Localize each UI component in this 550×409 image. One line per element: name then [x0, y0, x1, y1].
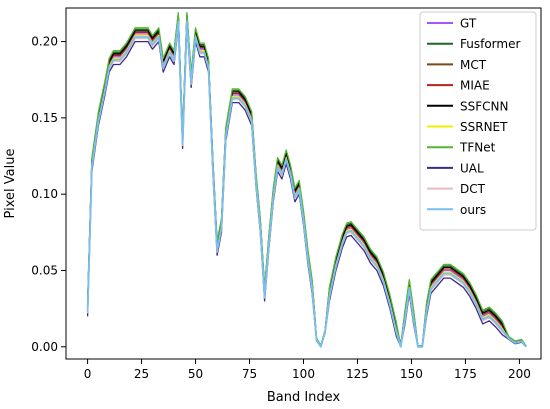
- legend-label-tfnet: TFNet: [459, 141, 496, 155]
- y-tick-label: 0.15: [31, 111, 58, 125]
- x-tick-label: 150: [400, 367, 423, 381]
- x-tick-label: 175: [454, 367, 477, 381]
- series-line-dct: [86, 22, 527, 348]
- y-axis-label: Pixel Value: [3, 149, 18, 219]
- x-tick-label: 0: [84, 367, 92, 381]
- series-line-tfnet: [86, 11, 527, 347]
- x-tick-label: 50: [188, 367, 203, 381]
- legend: GT Fusformer MCT MIAE SSFCNN SSRNET TFNet UAL DC…: [419, 11, 537, 231]
- y-tick-label: 0.00: [31, 340, 58, 354]
- x-tick-label: 125: [346, 367, 369, 381]
- legend-frame: [419, 11, 537, 231]
- x-axis: 0 25 50 75 100 125 150 175 200: [84, 359, 531, 381]
- x-tick-label: 25: [134, 367, 149, 381]
- series-line-ours: [86, 20, 527, 348]
- x-tick-label: 100: [292, 367, 315, 381]
- x-tick-label: 200: [508, 367, 531, 381]
- legend-label-ssfcnn: SSFCNN: [460, 99, 508, 113]
- x-tick-label: 75: [242, 367, 257, 381]
- y-tick-label: 0.20: [31, 35, 58, 49]
- legend-label-mct: MCT: [460, 58, 487, 72]
- legend-label-miae: MIAE: [460, 79, 490, 93]
- legend-label-dct: DCT: [460, 182, 486, 196]
- series-line-ual: [86, 25, 527, 348]
- x-axis-label: Band Index: [267, 390, 341, 405]
- legend-label-ual: UAL: [460, 161, 484, 175]
- y-axis: 0.00 0.05 0.10 0.15 0.20: [31, 35, 66, 354]
- legend-label-fusformer: Fusformer: [460, 37, 520, 51]
- legend-label-ssrnet: SSRNET: [460, 120, 508, 134]
- series-layer: [86, 11, 527, 348]
- legend-label-gt: GT: [460, 17, 477, 31]
- y-tick-label: 0.05: [31, 263, 58, 277]
- y-tick-label: 0.10: [31, 187, 58, 201]
- legend-label-ours: ours: [460, 203, 486, 217]
